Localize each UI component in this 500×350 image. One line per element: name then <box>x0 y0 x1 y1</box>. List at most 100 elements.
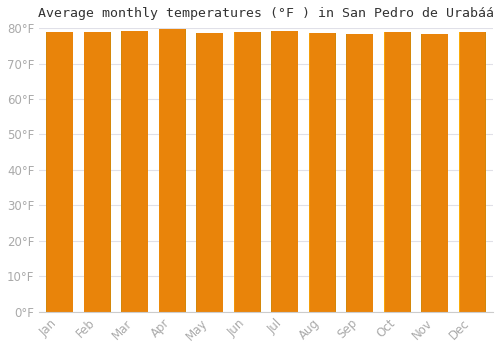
Bar <box>160 29 175 312</box>
Bar <box>84 32 94 312</box>
Bar <box>47 32 66 312</box>
Bar <box>160 29 184 312</box>
Bar <box>310 33 316 312</box>
Bar <box>46 32 54 312</box>
Bar <box>460 32 469 312</box>
Bar <box>272 30 278 312</box>
Bar <box>160 29 168 312</box>
Bar <box>272 30 280 312</box>
Bar <box>310 33 314 312</box>
Bar <box>122 30 139 312</box>
Bar <box>159 29 164 312</box>
Bar <box>84 32 89 312</box>
Bar <box>122 30 135 312</box>
Bar <box>197 33 216 312</box>
Bar <box>460 32 476 312</box>
Bar <box>310 33 333 312</box>
Bar <box>84 32 89 312</box>
Bar <box>384 32 404 312</box>
Bar <box>422 34 448 312</box>
Bar <box>234 32 238 312</box>
Bar <box>384 32 388 312</box>
Bar <box>272 30 295 312</box>
Bar <box>422 34 436 312</box>
Bar <box>159 29 162 312</box>
Bar <box>122 30 129 312</box>
Bar <box>46 32 48 312</box>
Bar <box>422 34 438 312</box>
Bar <box>310 33 321 312</box>
Bar <box>234 32 242 312</box>
Bar <box>384 32 394 312</box>
Bar <box>460 32 472 312</box>
Bar <box>422 34 428 312</box>
Bar <box>197 33 216 312</box>
Bar <box>347 34 353 312</box>
Bar <box>272 30 274 312</box>
Bar <box>234 32 248 312</box>
Bar <box>197 33 209 312</box>
Bar <box>197 33 203 312</box>
Bar <box>460 32 475 312</box>
Bar <box>196 33 199 312</box>
Bar <box>384 32 387 312</box>
Bar <box>122 30 123 312</box>
Bar <box>47 32 58 312</box>
Bar <box>122 30 141 312</box>
Bar <box>197 33 216 312</box>
Bar <box>160 29 183 312</box>
Bar <box>122 30 148 312</box>
Bar <box>84 32 93 312</box>
Bar <box>422 34 434 312</box>
Bar <box>310 33 324 312</box>
Bar <box>234 32 242 312</box>
Bar <box>160 29 168 312</box>
Bar <box>422 34 428 312</box>
Bar <box>197 33 204 312</box>
Bar <box>422 34 424 312</box>
Bar <box>384 32 392 312</box>
Bar <box>234 32 258 312</box>
Bar <box>46 32 50 312</box>
Bar <box>310 33 314 312</box>
Bar <box>122 30 134 312</box>
Bar <box>460 32 466 312</box>
Bar <box>197 33 212 312</box>
Bar <box>197 33 202 312</box>
Bar <box>84 32 85 312</box>
Bar <box>347 34 368 312</box>
Bar <box>460 32 484 312</box>
Bar <box>272 30 278 312</box>
Bar <box>197 33 217 312</box>
Bar <box>122 30 137 312</box>
Bar <box>47 32 66 312</box>
Bar <box>310 33 312 312</box>
Bar <box>47 32 68 312</box>
Bar <box>160 29 183 312</box>
Bar <box>234 32 241 312</box>
Bar <box>234 32 245 312</box>
Bar <box>422 34 429 312</box>
Bar <box>384 32 408 312</box>
Bar <box>234 32 236 312</box>
Bar <box>422 34 425 312</box>
Bar <box>310 33 320 312</box>
Bar <box>122 30 140 312</box>
Bar <box>460 32 478 312</box>
Bar <box>160 29 178 312</box>
Bar <box>422 34 432 312</box>
Bar <box>272 30 274 312</box>
Bar <box>160 29 172 312</box>
Bar <box>46 32 54 312</box>
Bar <box>422 34 440 312</box>
Bar <box>234 32 248 312</box>
Bar <box>160 29 170 312</box>
Bar <box>310 33 330 312</box>
Bar <box>234 32 254 312</box>
Bar <box>160 29 166 312</box>
Bar <box>272 30 283 312</box>
Bar <box>84 32 87 312</box>
Bar <box>384 32 407 312</box>
Bar <box>347 34 368 312</box>
Bar <box>422 34 438 312</box>
